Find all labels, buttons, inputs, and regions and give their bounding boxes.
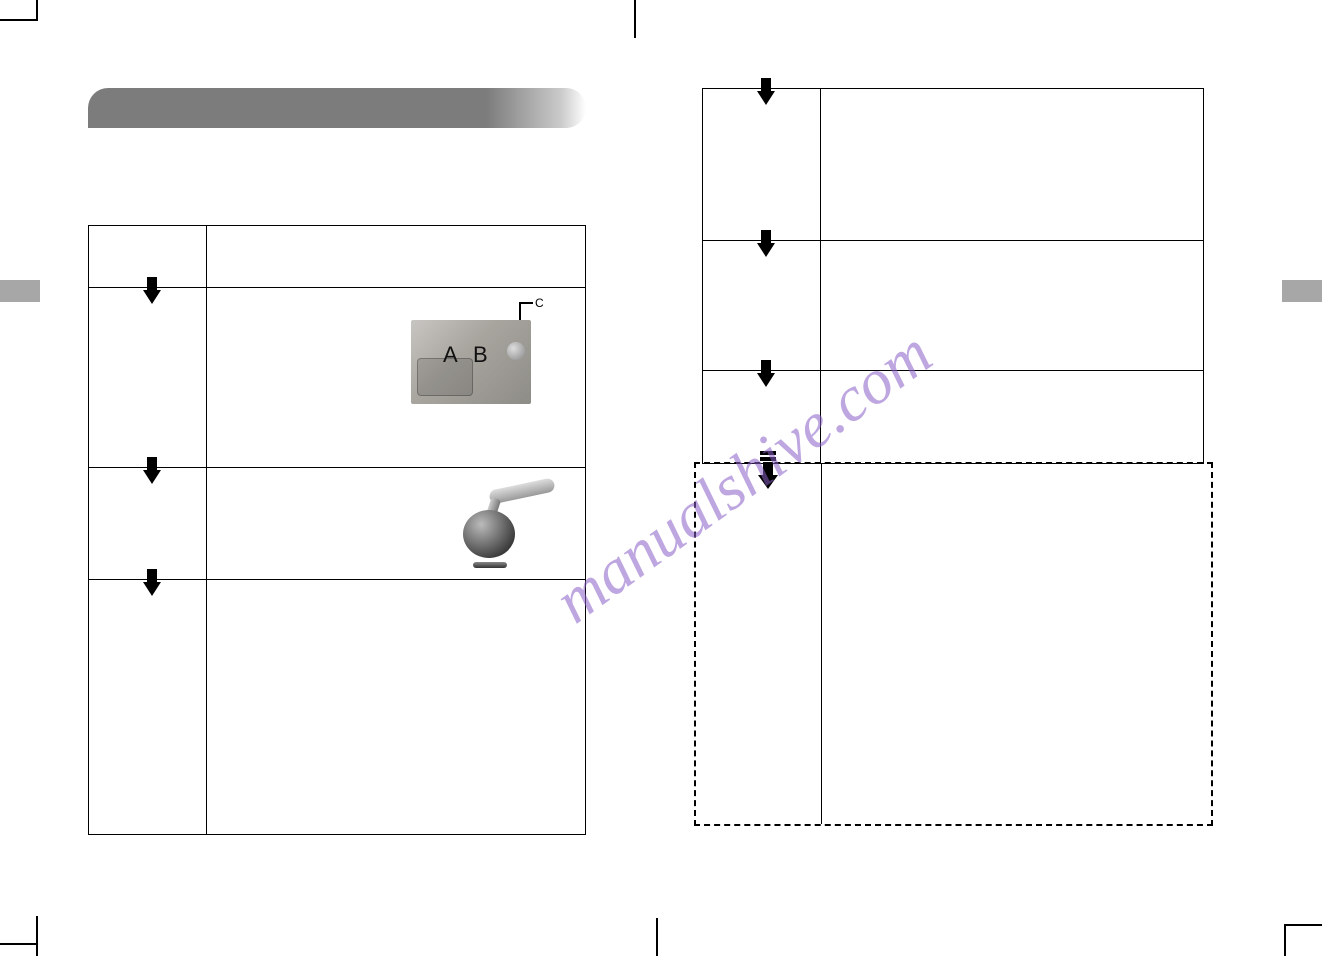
- spray-arm-illustration: [453, 478, 557, 570]
- table-row: [703, 241, 1203, 371]
- table-row: [704, 464, 1206, 824]
- spray-hub: [463, 510, 515, 558]
- arrow-down-icon: [757, 230, 775, 258]
- crop-mark: [36, 0, 38, 21]
- arrow-down-stacked-icon: [758, 451, 778, 493]
- crop-mark: [1284, 924, 1322, 926]
- callout-label-c: C: [535, 296, 544, 310]
- arrow-down-icon: [143, 457, 161, 485]
- step-cell: [703, 241, 821, 370]
- compartment-label-b: B: [473, 342, 488, 368]
- content-cell: [207, 580, 585, 834]
- table-row: [89, 580, 585, 834]
- arrow-down-icon: [143, 569, 161, 597]
- table-row: [703, 371, 1203, 463]
- content-cell: [207, 226, 585, 287]
- page-edge-tab-left: [0, 280, 40, 302]
- step-cell: [89, 288, 207, 467]
- page-edge-tab-right: [1282, 280, 1322, 302]
- right-steps-table: [702, 88, 1204, 464]
- callout-line: [519, 302, 533, 304]
- table-row: [89, 226, 585, 288]
- step-cell: [89, 580, 207, 834]
- optional-step-panel: [694, 462, 1213, 826]
- section-title-bar: [88, 88, 586, 128]
- dashed-table: [704, 464, 1206, 824]
- left-steps-table: C A B: [88, 225, 586, 835]
- crop-mark: [634, 0, 636, 38]
- content-cell: [207, 468, 585, 579]
- crop-mark: [0, 19, 38, 21]
- rinse-aid-cap: [507, 342, 525, 360]
- step-cell: [704, 464, 822, 824]
- step-cell: [703, 371, 821, 463]
- arrow-down-icon: [143, 277, 161, 305]
- content-cell: C A B: [207, 288, 585, 467]
- table-row: C A B: [89, 288, 585, 468]
- content-cell: [821, 371, 1203, 463]
- table-row: [703, 89, 1203, 241]
- content-cell: [821, 241, 1203, 370]
- compartment-label-a: A: [443, 342, 458, 368]
- content-cell: [822, 464, 1206, 824]
- arrow-down-icon: [757, 78, 775, 106]
- step-cell: [89, 468, 207, 579]
- spray-base: [473, 562, 507, 568]
- crop-mark: [656, 918, 658, 956]
- arrow-down-icon: [757, 360, 775, 388]
- table-row: [89, 468, 585, 580]
- step-cell: [703, 89, 821, 240]
- content-cell: [821, 89, 1203, 240]
- crop-mark: [36, 916, 38, 956]
- crop-mark: [0, 943, 36, 945]
- crop-mark: [1284, 925, 1286, 956]
- detergent-dispenser-illustration: C A B: [411, 302, 551, 404]
